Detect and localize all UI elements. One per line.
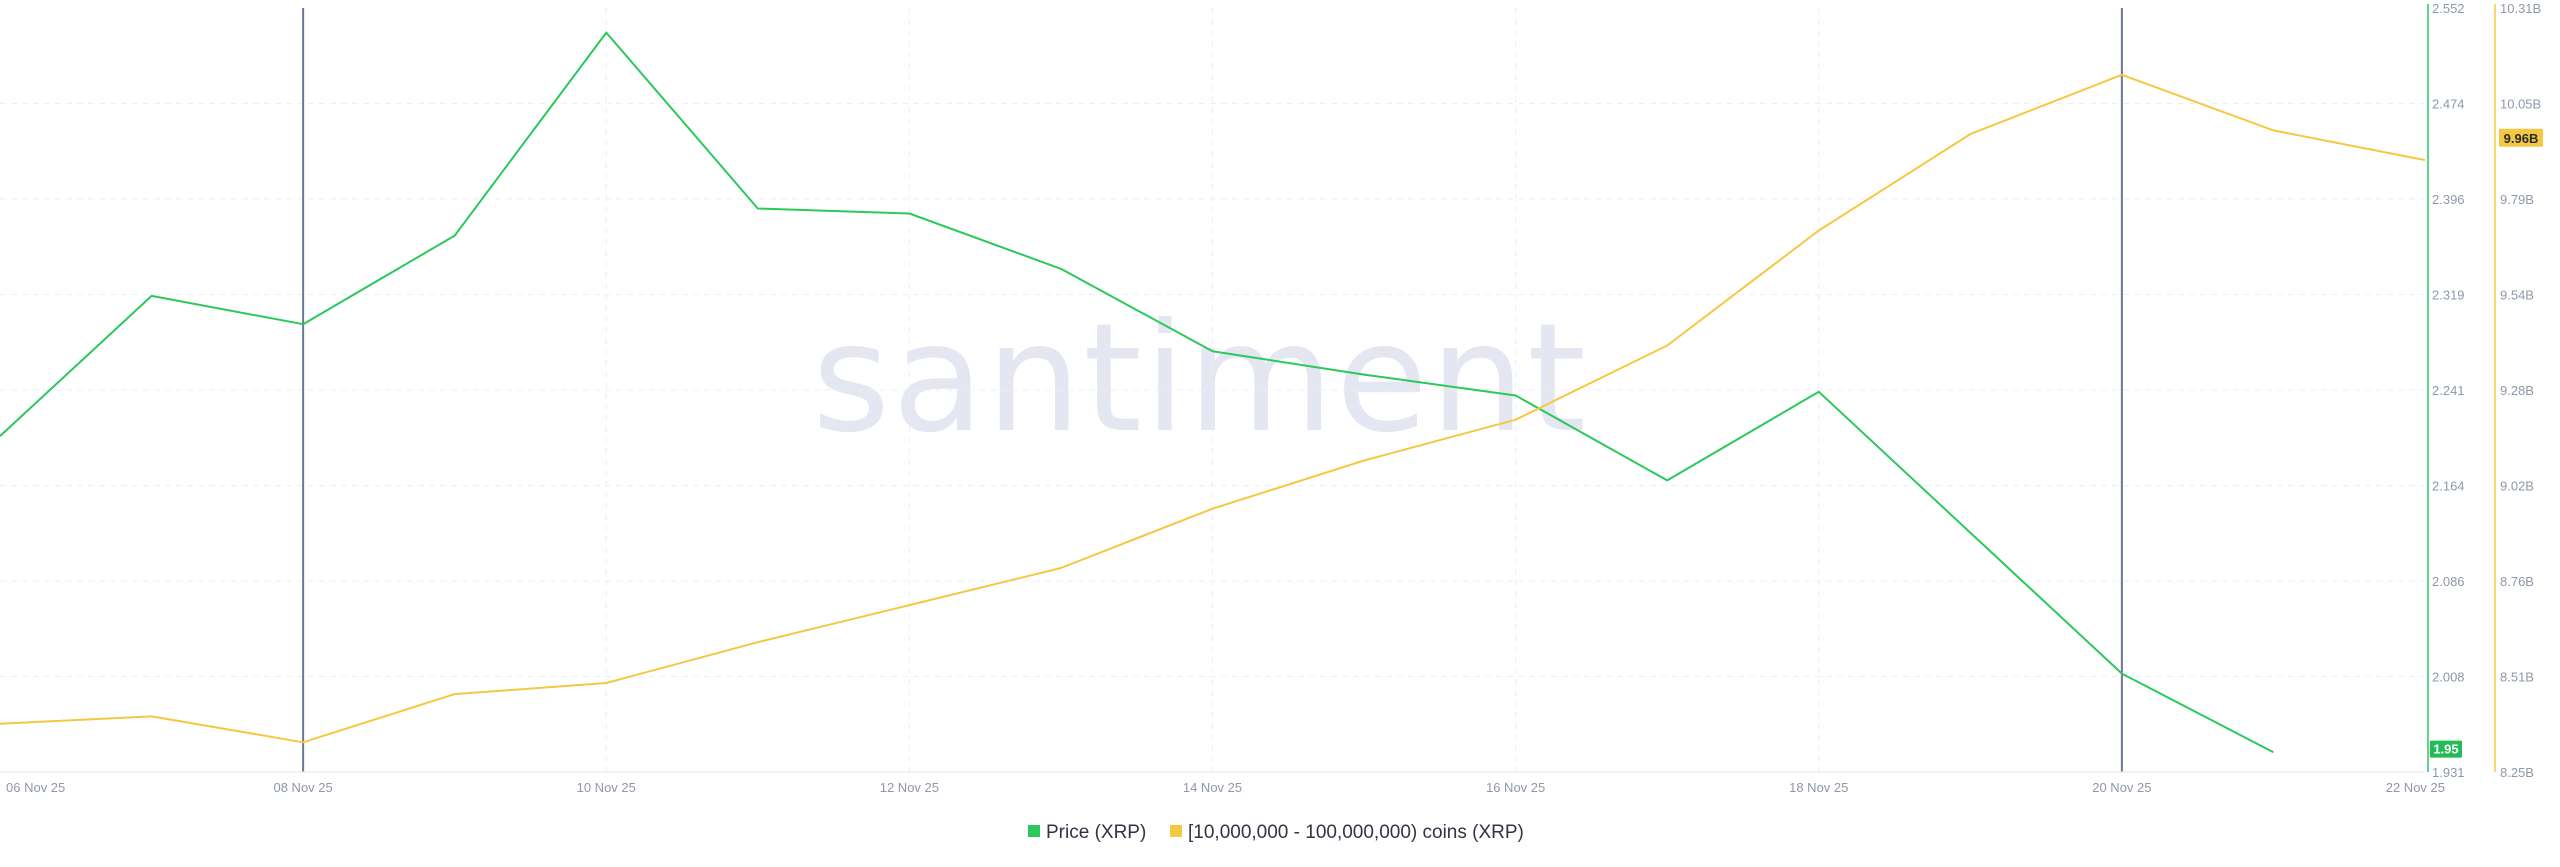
x-axis-tick-label: 18 Nov 25 xyxy=(1789,780,1848,795)
data-point-holdings xyxy=(1816,228,1821,233)
holdings-value-badge xyxy=(2499,128,2543,147)
x-axis-tick-label: 08 Nov 25 xyxy=(273,780,332,795)
watermark: santiment xyxy=(812,292,1588,466)
x-axis-tick-label: 20 Nov 25 xyxy=(2092,780,2151,795)
data-point-price xyxy=(1210,349,1215,354)
right-axis-tick-label: 10.31B xyxy=(2500,1,2541,16)
series-line-holdings xyxy=(0,73,2426,744)
price-value-badge xyxy=(2430,740,2462,758)
data-point-price xyxy=(2271,750,2276,755)
data-point-holdings xyxy=(149,714,154,719)
data-point-price xyxy=(452,233,457,238)
x-axis-tick-label: 06 Nov 25 xyxy=(6,780,65,795)
data-point-price xyxy=(755,206,760,211)
right-axis-tick-label: 9.28B xyxy=(2500,383,2534,398)
right-axis-tick-label: 9.02B xyxy=(2500,479,2534,494)
left-axis-tick-label: 2.008 xyxy=(2432,670,2465,685)
left-axis-tick-label: 2.552 xyxy=(2432,1,2465,16)
right-axis-tick-label: 8.76B xyxy=(2500,574,2534,589)
data-point-price xyxy=(149,293,154,298)
series-line-price xyxy=(0,31,2274,754)
data-point-holdings xyxy=(1362,458,1367,463)
data-point-holdings xyxy=(604,680,609,685)
left-axis-tick-label: 2.241 xyxy=(2432,383,2465,398)
data-point-holdings xyxy=(1968,132,1973,137)
data-point-holdings xyxy=(301,740,306,745)
right-axis-tick-label: 9.54B xyxy=(2500,288,2534,303)
data-point-holdings xyxy=(2271,128,2276,133)
data-point-holdings xyxy=(1513,417,1518,422)
data-point-price xyxy=(2119,671,2124,676)
right-axis-tick-label: 8.25B xyxy=(2500,765,2534,780)
legend-swatch-holdings xyxy=(1170,825,1182,837)
right-axis-tick-label: 10.05B xyxy=(2500,97,2541,112)
data-point-price xyxy=(1362,372,1367,377)
data-point-price xyxy=(907,211,912,216)
data-point-holdings xyxy=(1058,566,1063,571)
series-lines xyxy=(0,30,2428,755)
legend-swatch-price xyxy=(1028,825,1040,837)
left-axis-tick-label: 2.086 xyxy=(2432,574,2465,589)
x-axis-tick-label: 22 Nov 25 xyxy=(2386,780,2445,795)
legend-label-price[interactable]: Price (XRP) xyxy=(1046,822,1146,843)
left-axis-tick-label: 2.474 xyxy=(2432,97,2465,112)
event-markers xyxy=(302,8,2123,772)
data-point-price xyxy=(604,30,609,35)
data-point-holdings xyxy=(755,640,760,645)
left-axis-tick-label: 1.931 xyxy=(2432,765,2465,780)
data-point-price xyxy=(301,322,306,327)
holdings-value-badge-text: 9.96B xyxy=(2504,131,2539,146)
data-point-holdings xyxy=(452,692,457,697)
right-axis-tick-label: 8.51B xyxy=(2500,670,2534,685)
price-value-badge-text: 1.95 xyxy=(2433,742,2458,757)
data-point-holdings xyxy=(1665,343,1670,348)
data-point-price xyxy=(1058,266,1063,271)
data-point-price xyxy=(1513,393,1518,398)
x-axis-tick-label: 16 Nov 25 xyxy=(1486,780,1545,795)
grid xyxy=(0,8,2425,772)
data-point-holdings xyxy=(1210,506,1215,511)
left-axis-tick-label: 2.396 xyxy=(2432,192,2465,207)
legend-label-holdings[interactable]: [10,000,000 - 100,000,000) coins (XRP) xyxy=(1188,822,1524,843)
data-point-price xyxy=(1816,389,1821,394)
x-axis-tick-label: 14 Nov 25 xyxy=(1183,780,1242,795)
left-axis-tick-label: 2.319 xyxy=(2432,288,2465,303)
data-point-holdings xyxy=(0,721,3,726)
value-badges: 1.95 9.96B xyxy=(2430,128,2543,758)
right-axis-tick-label: 9.79B xyxy=(2500,192,2534,207)
data-point-holdings xyxy=(2423,158,2428,163)
data-point-holdings xyxy=(907,603,912,608)
x-axis-tick-label: 12 Nov 25 xyxy=(880,780,939,795)
legend: Price (XRP) [10,000,000 - 100,000,000) c… xyxy=(1028,822,1524,843)
x-axis-tick-label: 10 Nov 25 xyxy=(577,780,636,795)
data-point-price xyxy=(1665,478,1670,483)
axes: 2.552 10.31B 2.474 10.05B 2.396 9.79B 2.319 9.5… xyxy=(0,1,2541,795)
data-point-holdings xyxy=(2119,72,2124,77)
left-axis-tick-label: 2.164 xyxy=(2432,479,2465,494)
